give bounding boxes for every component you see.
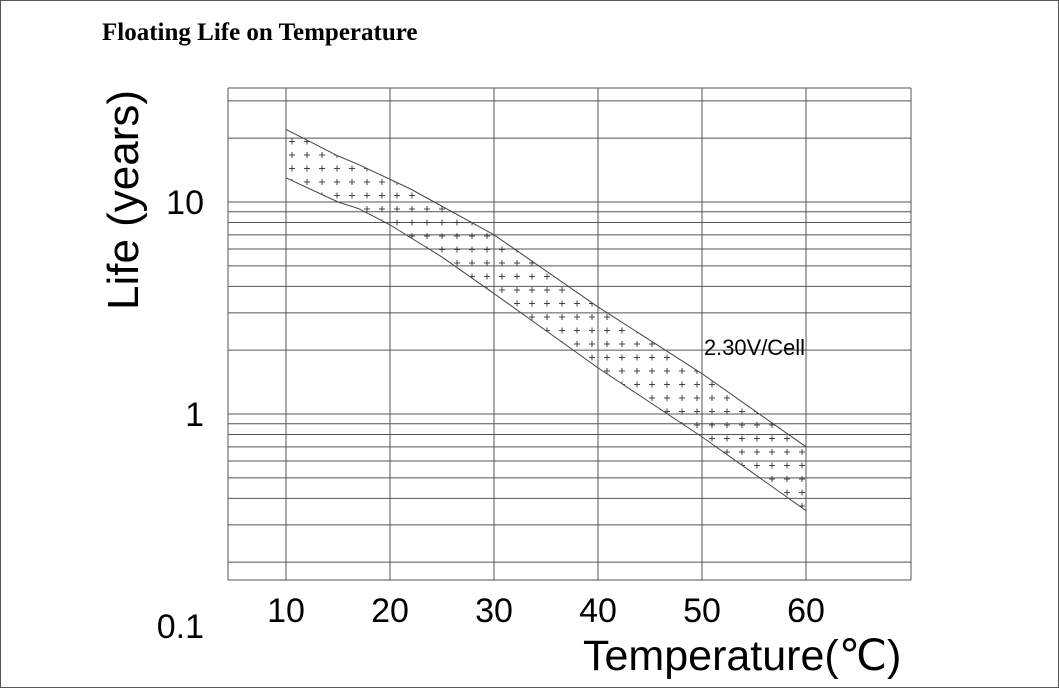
x-tick-label: 20 (371, 592, 409, 630)
x-tick-label: 60 (787, 592, 825, 630)
y-tick-label: 1 (185, 396, 204, 434)
y-axis-label: Life (years) (99, 90, 148, 310)
life-band (285, 128, 807, 512)
x-tick-label: 10 (267, 592, 305, 630)
y-tick-label: 0.1 (157, 608, 204, 646)
tick-labels: 10 20 30 40 50 60 0.1 1 10 (157, 184, 825, 646)
y-tick-label: 10 (166, 184, 204, 222)
upper-bound-line (285, 128, 807, 448)
x-axis-label: Temperature(℃) (583, 632, 901, 680)
x-tick-label: 40 (579, 592, 617, 630)
voltage-annotation: 2.30V/Cell (704, 335, 805, 360)
life-band-fill (286, 129, 806, 511)
grid (227, 87, 912, 581)
x-tick-label: 30 (475, 592, 513, 630)
chart-title: Floating Life on Temperature (102, 19, 418, 46)
x-tick-label: 50 (683, 592, 721, 630)
lower-bound-line (285, 177, 807, 512)
